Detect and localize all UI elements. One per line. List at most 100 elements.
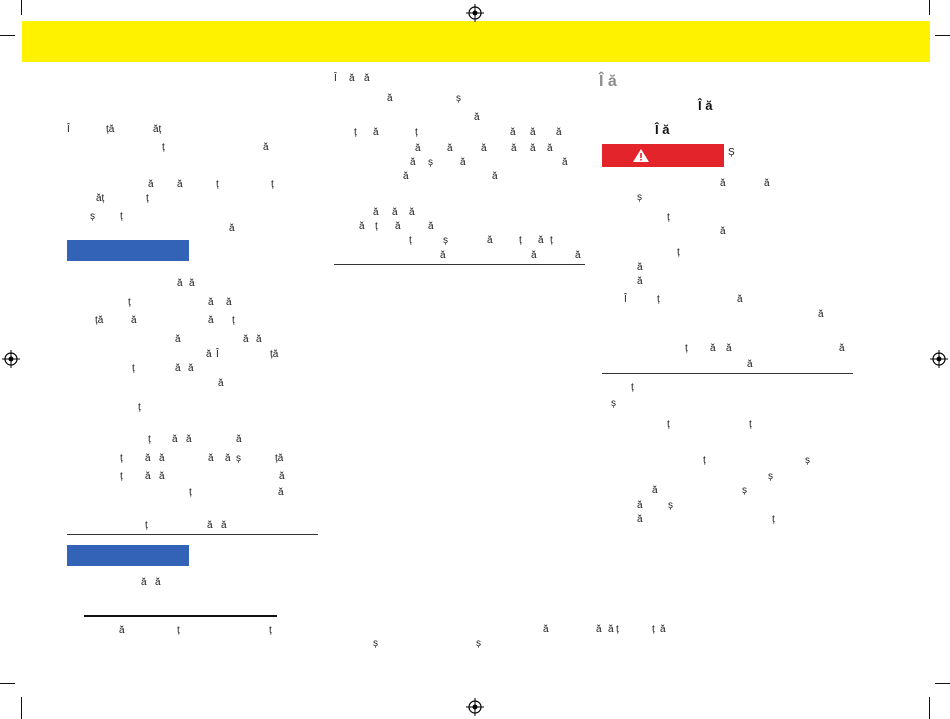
text-glyph: ț xyxy=(703,455,706,466)
text-glyph: ă xyxy=(403,171,409,182)
text-glyph: ă xyxy=(145,453,151,464)
text-glyph: ț xyxy=(685,343,688,354)
text-glyph: ș xyxy=(668,500,673,511)
text-glyph: ă xyxy=(531,250,537,261)
text-glyph: ș xyxy=(768,471,773,482)
text-glyph: ă xyxy=(148,179,154,190)
text-glyph: ț xyxy=(677,247,680,258)
text-glyph: ț xyxy=(631,382,634,393)
text-glyph: ș xyxy=(90,211,95,222)
text-glyph: ă xyxy=(720,178,726,189)
text-glyph: ș xyxy=(236,453,241,464)
registration-mark-icon xyxy=(466,698,484,716)
text-glyph: ț xyxy=(652,624,655,635)
text-glyph: ăț xyxy=(153,124,162,135)
text-glyph: ă xyxy=(575,250,581,261)
text-glyph: ț xyxy=(148,434,151,445)
text-glyph: ț xyxy=(138,402,141,413)
text-glyph: ț xyxy=(128,297,131,308)
text-glyph: ț xyxy=(232,315,235,326)
text-glyph: ă xyxy=(637,500,643,511)
text-glyph: ț xyxy=(120,471,123,482)
text-glyph: ă xyxy=(186,434,192,445)
crop-mark xyxy=(0,35,15,36)
text-glyph: ță xyxy=(270,349,279,360)
text-glyph: ț xyxy=(271,179,274,190)
text-glyph: ă xyxy=(530,127,536,138)
text-glyph: ș xyxy=(476,638,481,649)
text-glyph: ă xyxy=(131,315,137,326)
heading-text: Î ă xyxy=(655,122,670,137)
text-glyph: Î xyxy=(216,349,219,360)
text-glyph: ă xyxy=(175,363,181,374)
text-glyph: ă xyxy=(373,207,379,218)
section-bar xyxy=(67,240,189,261)
header-band xyxy=(22,21,930,62)
text-glyph: ă xyxy=(409,207,415,218)
registration-mark-icon xyxy=(466,4,484,22)
text-glyph: ă xyxy=(155,577,161,588)
text-glyph: ă xyxy=(510,127,516,138)
footnote-rule xyxy=(84,615,277,617)
text-glyph: ă xyxy=(395,221,401,232)
text-glyph: ă xyxy=(608,624,614,635)
text-glyph: ă xyxy=(141,577,147,588)
text-glyph: Î xyxy=(624,294,627,305)
text-glyph: ș xyxy=(456,93,461,104)
text-glyph: ă xyxy=(637,262,643,273)
text-glyph: ă xyxy=(511,143,517,154)
registration-mark-icon xyxy=(930,350,948,368)
text-glyph: ă xyxy=(226,297,232,308)
text-glyph: ă xyxy=(710,343,716,354)
heading-text: Î ă xyxy=(599,73,617,90)
crop-mark xyxy=(21,697,22,719)
text-glyph: ă xyxy=(172,434,178,445)
section-heading: Î ă xyxy=(599,73,617,91)
text-glyph: ă xyxy=(543,624,549,635)
text-glyph: ț xyxy=(145,520,148,531)
text-glyph: ă xyxy=(236,434,242,445)
text-glyph: ă xyxy=(720,226,726,237)
text-glyph: ț xyxy=(354,127,357,138)
text-glyph: ț xyxy=(120,453,123,464)
text-glyph: ă xyxy=(359,221,365,232)
section-bar xyxy=(67,545,189,566)
text-glyph: ă xyxy=(637,514,643,525)
text-glyph: ă xyxy=(373,127,379,138)
text-glyph: ă xyxy=(207,520,213,531)
text-glyph: ă xyxy=(440,250,446,261)
text-glyph: Î xyxy=(334,73,337,84)
text-glyph: ă xyxy=(221,520,227,531)
crop-mark xyxy=(21,0,22,15)
text-glyph: ă xyxy=(364,73,370,84)
text-glyph: Î xyxy=(67,124,70,135)
text-glyph: ș xyxy=(611,398,616,409)
text-glyph: ă xyxy=(818,309,824,320)
text-glyph: ă xyxy=(263,142,269,153)
text-glyph: ă xyxy=(208,297,214,308)
text-glyph: ț xyxy=(177,625,180,636)
text-glyph: ț xyxy=(616,624,619,635)
text-glyph: ță xyxy=(106,124,115,135)
text-glyph: ă xyxy=(410,157,416,168)
text-glyph: ă xyxy=(145,471,151,482)
text-glyph: ă xyxy=(349,73,355,84)
text-glyph: ă xyxy=(538,235,544,246)
subsection-heading: Î ă xyxy=(698,98,712,113)
text-glyph: ș xyxy=(637,192,642,203)
text-glyph: ă xyxy=(428,221,434,232)
text-glyph: ă xyxy=(547,143,553,154)
text-glyph: ă xyxy=(660,624,666,635)
heading-text: Î ă xyxy=(698,98,713,113)
text-glyph: ă xyxy=(487,235,493,246)
text-glyph: ță xyxy=(95,315,104,326)
text-glyph: ăț xyxy=(96,193,105,204)
text-glyph: ă xyxy=(159,453,165,464)
text-glyph: ț xyxy=(189,487,192,498)
text-glyph: ă xyxy=(159,471,165,482)
text-glyph: ț xyxy=(667,212,670,223)
text-glyph: ă xyxy=(256,334,262,345)
text-glyph: ț xyxy=(749,419,752,430)
text-glyph: ă xyxy=(119,625,125,636)
warning-label xyxy=(602,144,724,167)
